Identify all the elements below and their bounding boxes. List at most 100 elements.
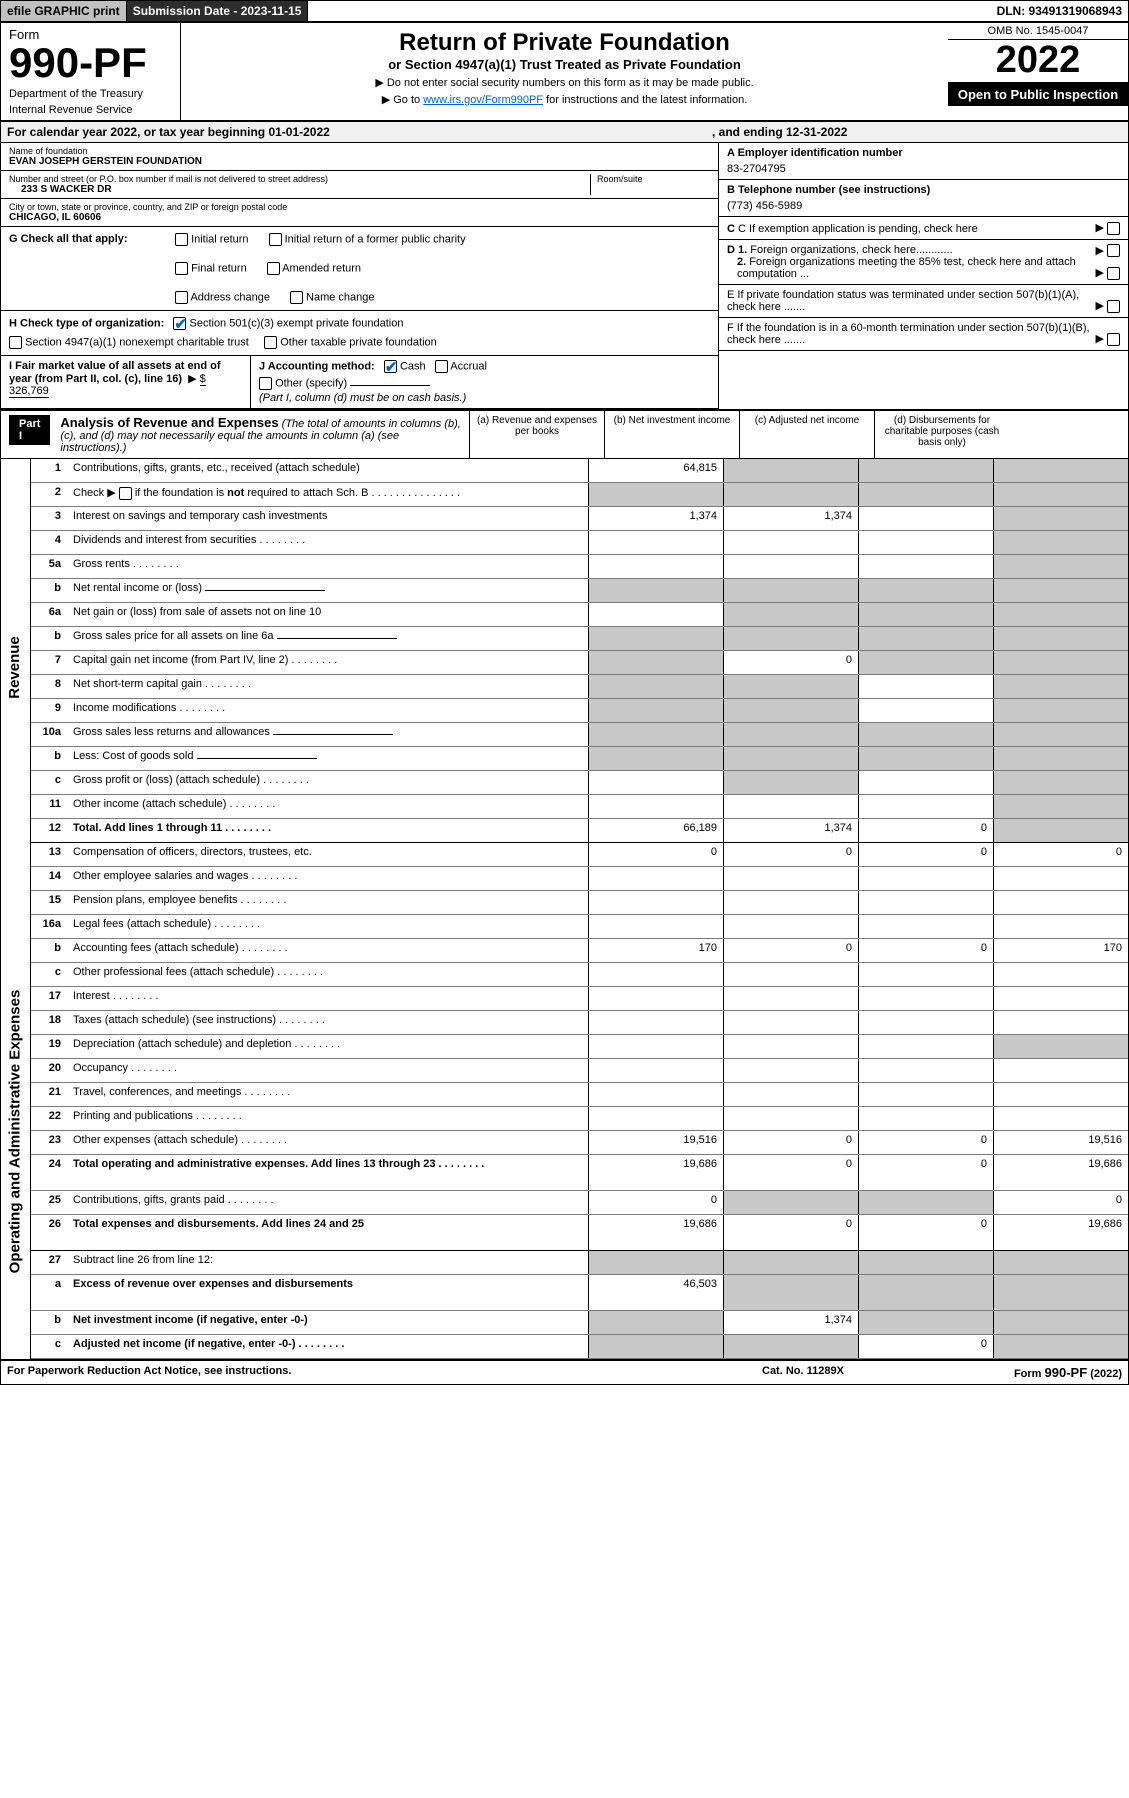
- cb-cash[interactable]: [384, 360, 397, 373]
- cb-foreign-85[interactable]: [1107, 267, 1120, 280]
- amount-col-b: [723, 1083, 858, 1106]
- amount-col-c: [858, 1059, 993, 1082]
- cb-final-return[interactable]: [175, 262, 188, 275]
- rev-row-12: 12Total. Add lines 1 through 11 . . . . …: [31, 819, 1128, 843]
- amount-col-b: 0: [723, 1155, 858, 1190]
- cb-60-month[interactable]: [1107, 333, 1120, 346]
- amount-col-a: [588, 1251, 723, 1274]
- amount-col-c: [858, 771, 993, 794]
- line-description: Net short-term capital gain . . . . . . …: [69, 675, 588, 698]
- line-description: Net rental income or (loss): [69, 579, 588, 602]
- line-number: 26: [31, 1215, 69, 1250]
- amount-col-c: [858, 1011, 993, 1034]
- line-number: 8: [31, 675, 69, 698]
- rev-row-6a: 6aNet gain or (loss) from sale of assets…: [31, 603, 1128, 627]
- cb-foreign-org[interactable]: [1107, 244, 1120, 257]
- exp-row-17: 17Interest . . . . . . . .: [31, 987, 1128, 1011]
- amount-col-d: [993, 675, 1128, 698]
- line-number: 18: [31, 1011, 69, 1034]
- line-number: 19: [31, 1035, 69, 1058]
- cb-4947[interactable]: [9, 336, 22, 349]
- rev-row-10a: 10aGross sales less returns and allowanc…: [31, 723, 1128, 747]
- rev-row-8: 8Net short-term capital gain . . . . . .…: [31, 675, 1128, 699]
- cb-address-change[interactable]: [175, 291, 188, 304]
- line-description: Subtract line 26 from line 12:: [69, 1251, 588, 1274]
- exp-row-a: aExcess of revenue over expenses and dis…: [31, 1275, 1128, 1311]
- street-cell: Number and street (or P.O. box number if…: [1, 171, 718, 199]
- line-number: 21: [31, 1083, 69, 1106]
- amount-col-b: [723, 1059, 858, 1082]
- amount-col-a: 170: [588, 939, 723, 962]
- line-number: 27: [31, 1251, 69, 1274]
- amount-col-a: [588, 579, 723, 602]
- line-number: a: [31, 1275, 69, 1310]
- line-number: 10a: [31, 723, 69, 746]
- cb-other-taxable[interactable]: [264, 336, 277, 349]
- amount-col-b: [723, 1251, 858, 1274]
- amount-col-a: [588, 723, 723, 746]
- line-description: Other expenses (attach schedule) . . . .…: [69, 1131, 588, 1154]
- part1-label: Part I: [9, 415, 50, 445]
- amount-col-d: [993, 1275, 1128, 1310]
- line-number: 3: [31, 507, 69, 530]
- exp-row-15: 15Pension plans, employee benefits . . .…: [31, 891, 1128, 915]
- amount-col-d: 0: [993, 843, 1128, 866]
- info-left: Name of foundation EVAN JOSEPH GERSTEIN …: [1, 143, 718, 409]
- amount-col-d: [993, 555, 1128, 578]
- exp-row-19: 19Depreciation (attach schedule) and dep…: [31, 1035, 1128, 1059]
- cb-accrual[interactable]: [435, 360, 448, 373]
- line-number: 23: [31, 1131, 69, 1154]
- line-number: 17: [31, 987, 69, 1010]
- exp-row-c: cOther professional fees (attach schedul…: [31, 963, 1128, 987]
- amount-col-a: [588, 771, 723, 794]
- amount-col-c: [858, 699, 993, 722]
- amount-col-c: [858, 483, 993, 506]
- amount-col-d: [993, 1311, 1128, 1334]
- top-bar: efile GRAPHIC print Submission Date - 20…: [1, 1, 1128, 23]
- amount-col-c: 0: [858, 1335, 993, 1358]
- amount-col-a: [588, 651, 723, 674]
- line-number: c: [31, 1335, 69, 1358]
- rev-row-b: bNet rental income or (loss): [31, 579, 1128, 603]
- line-description: Other employee salaries and wages . . . …: [69, 867, 588, 890]
- amount-col-a: [588, 1011, 723, 1034]
- amount-col-b: [723, 579, 858, 602]
- irs-link[interactable]: www.irs.gov/Form990PF: [423, 94, 543, 106]
- part1-header: Part I Analysis of Revenue and Expenses …: [1, 409, 1128, 459]
- city-cell: City or town, state or province, country…: [1, 199, 718, 227]
- form-title: Return of Private Foundation: [187, 29, 942, 57]
- line-description: Contributions, gifts, grants, etc., rece…: [69, 459, 588, 482]
- amount-col-c: 0: [858, 939, 993, 962]
- line-description: Gross rents . . . . . . . .: [69, 555, 588, 578]
- amount-col-c: 0: [858, 1215, 993, 1250]
- cb-initial-return[interactable]: [175, 233, 188, 246]
- exp-row-13: 13Compensation of officers, directors, t…: [31, 843, 1128, 867]
- amount-col-a: 46,503: [588, 1275, 723, 1310]
- footer-center: Cat. No. 11289X: [762, 1365, 942, 1380]
- cb-initial-public[interactable]: [269, 233, 282, 246]
- rev-row-5a: 5aGross rents . . . . . . . .: [31, 555, 1128, 579]
- amount-col-a: [588, 867, 723, 890]
- cb-name-change[interactable]: [290, 291, 303, 304]
- amount-col-d: [993, 579, 1128, 602]
- phone: (773) 456-5989: [727, 200, 1120, 212]
- amount-col-a: [588, 555, 723, 578]
- exp-row-16a: 16aLegal fees (attach schedule) . . . . …: [31, 915, 1128, 939]
- cb-amended[interactable]: [267, 262, 280, 275]
- amount-col-d: [993, 531, 1128, 554]
- line-number: b: [31, 627, 69, 650]
- line-description: Net investment income (if negative, ente…: [69, 1311, 588, 1334]
- info-grid: Name of foundation EVAN JOSEPH GERSTEIN …: [1, 143, 1128, 409]
- amount-col-d: 19,516: [993, 1131, 1128, 1154]
- amount-col-d: 0: [993, 1191, 1128, 1214]
- amount-col-d: 19,686: [993, 1155, 1128, 1190]
- cb-status-terminated[interactable]: [1107, 300, 1120, 313]
- amount-col-a: [588, 603, 723, 626]
- line-description: Legal fees (attach schedule) . . . . . .…: [69, 915, 588, 938]
- line-description: Capital gain net income (from Part IV, l…: [69, 651, 588, 674]
- cb-other-method[interactable]: [259, 377, 272, 390]
- amount-col-d: [993, 723, 1128, 746]
- cb-501c3[interactable]: [173, 317, 186, 330]
- amount-col-a: 0: [588, 1191, 723, 1214]
- cb-exemption-pending[interactable]: [1107, 222, 1120, 235]
